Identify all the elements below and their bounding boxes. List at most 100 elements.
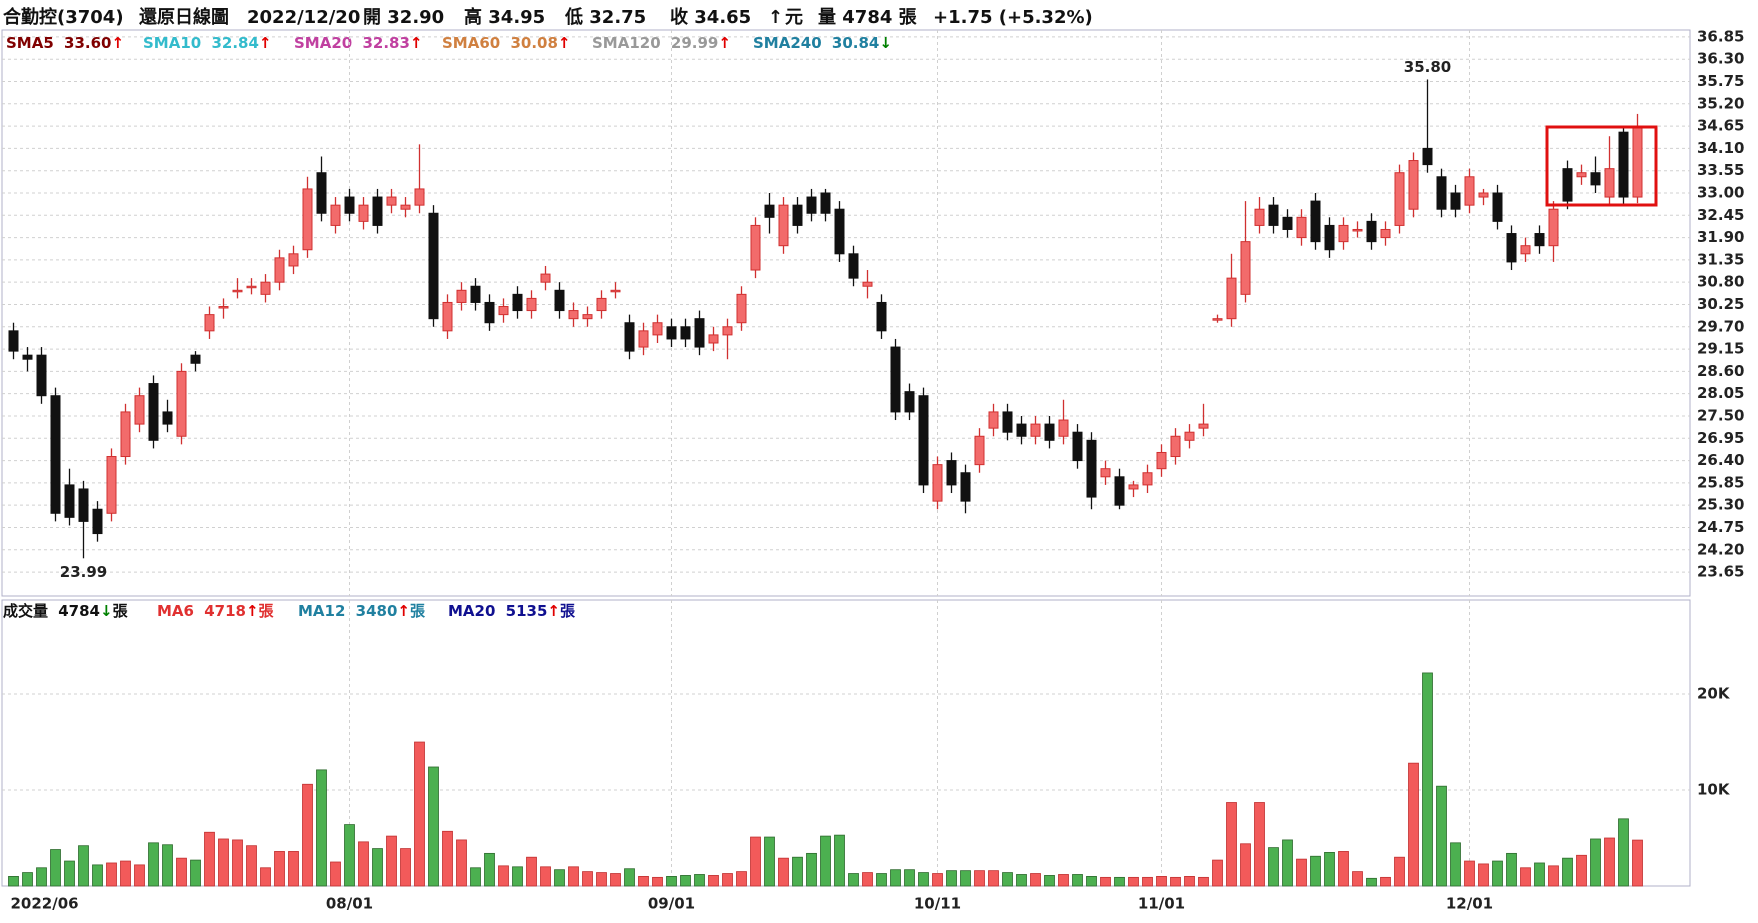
volume-bar [1618, 818, 1629, 887]
x-tick-label: 12/01 [1446, 895, 1493, 913]
candle-body [1366, 220, 1377, 243]
volume-bar [1310, 855, 1321, 887]
indicator-legend: SMA5 33.60↑ [6, 34, 124, 52]
volume-bar [610, 873, 621, 887]
y-tick-label: 24.75 [1697, 518, 1744, 536]
candle-body [106, 456, 117, 514]
candle-body [568, 310, 579, 320]
volume-bar [78, 845, 89, 887]
candle-body [36, 354, 47, 397]
legend-part: 30.08 [510, 34, 557, 52]
candle-body [400, 204, 411, 210]
candle-body [1380, 228, 1391, 239]
candle-body [624, 322, 635, 352]
candle-body [1324, 224, 1335, 251]
candle-body [708, 334, 719, 344]
candle-body [358, 204, 369, 222]
candle-body [526, 297, 537, 312]
volume-bar [1086, 876, 1097, 887]
volume-bar [1170, 876, 1181, 887]
candle-body [1548, 208, 1559, 247]
candle-body [1002, 411, 1013, 433]
y-tick-label: 26.95 [1697, 429, 1744, 447]
candle-body [330, 204, 341, 226]
volume-bar [204, 831, 215, 887]
y-tick-label: 29.70 [1697, 317, 1744, 335]
candle-body [1394, 172, 1405, 226]
candle-body [1492, 192, 1503, 222]
legend-part: 張 [560, 602, 576, 620]
indicator-legend: SMA120 29.99↑ [592, 34, 731, 52]
legend-part: 29.99 [671, 34, 718, 52]
candle-body [610, 289, 621, 293]
volume-bar [1142, 876, 1153, 887]
volume-bar [778, 857, 789, 887]
y-tick-label: 34.65 [1697, 117, 1744, 135]
volume-bar [960, 870, 971, 887]
candle-body [1632, 125, 1643, 198]
candle-body [680, 326, 691, 340]
volume-bar [414, 741, 425, 887]
candle-body [1338, 224, 1349, 243]
candle-body [148, 383, 159, 441]
legend-part: 4718 [204, 602, 246, 620]
candle-body [848, 253, 859, 279]
volume-bar [1338, 851, 1349, 887]
candle-body [736, 293, 747, 324]
volume-bar [1268, 847, 1279, 887]
highlight-box [1545, 125, 1658, 207]
candle-body [218, 306, 229, 309]
candle-body [554, 289, 565, 312]
y-tick-label: 34.10 [1697, 139, 1744, 157]
y-tick-label: 33.55 [1697, 161, 1744, 179]
legend-part: 張 [113, 602, 129, 620]
legend-part: ↑ [410, 34, 423, 52]
volume-bar [694, 874, 705, 887]
volume-bar [820, 835, 831, 887]
volume-bar [512, 866, 523, 887]
volume-bar [470, 867, 481, 887]
volume-bar [1464, 860, 1475, 887]
volume-bar [428, 766, 439, 887]
volume-bar [680, 875, 691, 887]
indicator-legend: SMA10 32.84↑ [143, 34, 271, 52]
candle-body [1464, 176, 1475, 206]
volume-bar [904, 869, 915, 887]
volume-bar [792, 856, 803, 887]
volume-bar [1226, 802, 1237, 887]
candle-body [1030, 423, 1041, 437]
candle-body [1016, 423, 1027, 437]
candle-body [1506, 233, 1517, 263]
legend-part: ↑ [718, 34, 731, 52]
legend-part: SMA60 [442, 34, 500, 52]
candle-body [722, 326, 733, 336]
volume-bar [50, 849, 61, 887]
legend-part: 33.60 [64, 34, 111, 52]
volume-bar [1128, 876, 1139, 887]
volume-bar [1408, 762, 1419, 887]
candle-body [78, 488, 89, 522]
x-tick-label: 11/01 [1138, 895, 1185, 913]
candle-body [1044, 423, 1055, 441]
volume-panel [1, 599, 1691, 887]
y-tick-label: 29.15 [1697, 340, 1744, 358]
header-item: +1.75 (+5.32%) [933, 7, 1093, 28]
volume-bar [764, 836, 775, 887]
volume-bar [834, 834, 845, 887]
candle-body [764, 204, 775, 218]
volume-bar [1282, 839, 1293, 887]
volume-bar [330, 861, 341, 887]
volume-bar [274, 851, 285, 887]
candle-body [456, 289, 467, 303]
indicator-legend: MA6 4718↑張 [157, 602, 275, 620]
candle-body [792, 204, 803, 226]
volume-bar [708, 875, 719, 887]
header-item: 元 [785, 7, 803, 28]
volume-bar [1072, 874, 1083, 887]
volume-bar [92, 864, 103, 887]
candle-body [932, 464, 943, 502]
candle-body [638, 330, 649, 348]
volume-bar [386, 835, 397, 887]
volume-bar [1436, 785, 1447, 887]
